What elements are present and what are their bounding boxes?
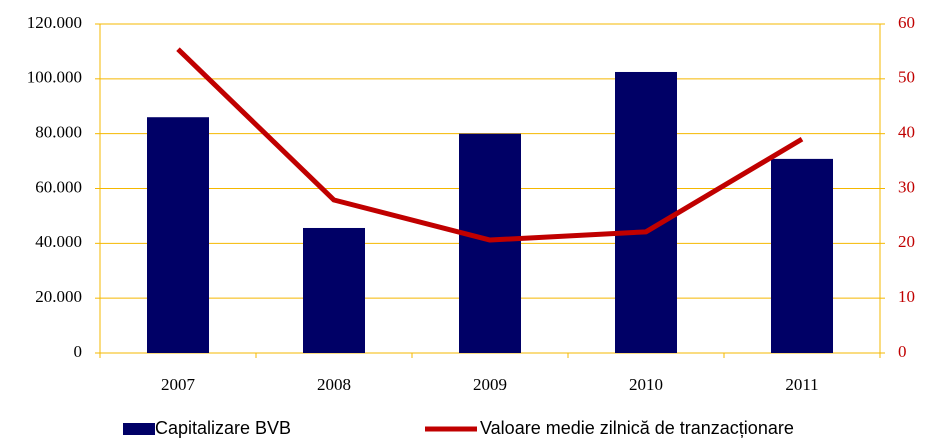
y2-tick-label: 60: [898, 13, 915, 32]
bar: [459, 133, 521, 353]
y2-tick-label: 30: [898, 177, 915, 196]
bar: [615, 71, 677, 354]
legend-swatch: [123, 423, 155, 435]
y2-tick-label: 50: [898, 68, 915, 87]
y-tick-label: 60.000: [35, 177, 82, 196]
y2-tick-label: 20: [898, 232, 915, 251]
y-tick-label: 120.000: [27, 13, 82, 32]
bar: [771, 158, 833, 353]
y-tick-label: 80.000: [35, 123, 82, 142]
line: [176, 47, 804, 243]
y-tick-label: 0: [74, 342, 83, 361]
x-tick-label: 2009: [473, 375, 507, 394]
x-tick-label: 2011: [785, 375, 818, 394]
x-tick-label: 2007: [161, 375, 196, 394]
y-tick-label: 100.000: [27, 68, 82, 87]
legend-label: Capitalizare BVB: [155, 418, 291, 438]
y2-tick-label: 10: [898, 287, 915, 306]
bar: [303, 227, 365, 353]
bar: [147, 117, 209, 353]
x-tick-label: 2010: [629, 375, 663, 394]
y2-tick-label: 0: [898, 342, 907, 361]
y-tick-label: 20.000: [35, 287, 82, 306]
x-tick-label: 2008: [317, 375, 351, 394]
y-tick-label: 40.000: [35, 232, 82, 251]
y2-tick-label: 40: [898, 123, 915, 142]
legend-label: Valoare medie zilnică de tranzacționare: [480, 418, 794, 438]
